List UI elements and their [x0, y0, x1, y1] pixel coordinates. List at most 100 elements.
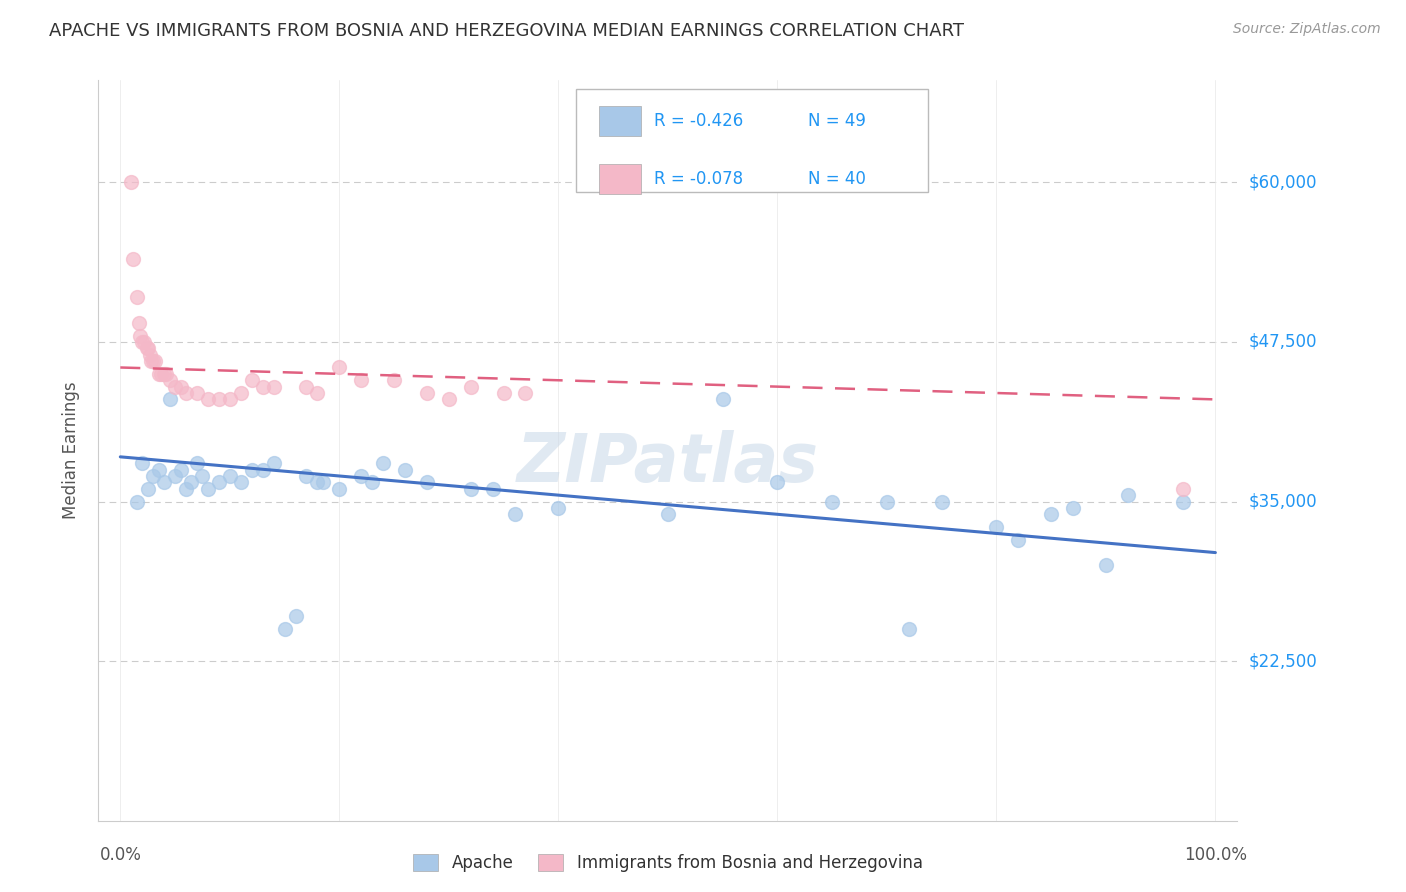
Point: [169, 462, 191, 476]
Point: [416, 386, 439, 401]
Legend: Apache, Immigrants from Bosnia and Herzegovina: Apache, Immigrants from Bosnia and Herze…: [406, 847, 929, 879]
Point: [240, 373, 263, 387]
Point: [931, 494, 953, 508]
Text: $60,000: $60,000: [1249, 173, 1317, 192]
Point: [350, 373, 373, 387]
Point: [136, 342, 159, 356]
Point: [1171, 482, 1194, 496]
Text: N = 49: N = 49: [808, 112, 866, 129]
Point: [460, 379, 482, 393]
Text: 100.0%: 100.0%: [1184, 847, 1247, 864]
Point: [373, 456, 395, 470]
Text: 0.0%: 0.0%: [100, 847, 141, 864]
Point: [295, 469, 318, 483]
Point: [394, 462, 416, 476]
Point: [125, 494, 148, 508]
Text: APACHE VS IMMIGRANTS FROM BOSNIA AND HERZEGOVINA MEDIAN EARNINGS CORRELATION CHA: APACHE VS IMMIGRANTS FROM BOSNIA AND HER…: [49, 22, 965, 40]
Point: [191, 469, 214, 483]
Point: [139, 348, 162, 362]
Point: [165, 469, 187, 483]
Point: [134, 334, 156, 349]
Point: [197, 482, 219, 496]
Point: [416, 475, 439, 490]
Point: [153, 367, 176, 381]
Point: [120, 175, 142, 189]
Point: [328, 482, 350, 496]
Point: [131, 334, 153, 349]
Point: [1062, 500, 1084, 515]
Text: ZIPatlas: ZIPatlas: [517, 430, 818, 496]
Point: [350, 469, 373, 483]
Point: [174, 386, 197, 401]
Point: [153, 475, 176, 490]
Point: [208, 475, 231, 490]
Point: [503, 508, 526, 522]
Point: [218, 469, 240, 483]
Point: [328, 360, 350, 375]
Point: [312, 475, 335, 490]
Point: [125, 290, 148, 304]
Point: [361, 475, 384, 490]
Y-axis label: Median Earnings: Median Earnings: [62, 382, 80, 519]
Point: [1116, 488, 1139, 502]
Point: [165, 379, 187, 393]
Point: [897, 622, 920, 636]
Point: [139, 354, 162, 368]
Point: [1007, 533, 1029, 547]
Point: [159, 373, 181, 387]
Point: [229, 475, 252, 490]
Point: [284, 609, 307, 624]
Point: [142, 354, 165, 368]
Point: [159, 392, 181, 407]
Point: [252, 379, 274, 393]
Point: [986, 520, 1008, 534]
Point: [128, 316, 150, 330]
Point: [766, 475, 789, 490]
Point: [547, 500, 569, 515]
Point: [481, 482, 503, 496]
Point: [307, 475, 329, 490]
Point: [218, 392, 240, 407]
Point: [186, 456, 208, 470]
Point: [169, 379, 191, 393]
Point: [307, 386, 329, 401]
Point: [240, 462, 263, 476]
Point: [142, 469, 165, 483]
Point: [180, 475, 202, 490]
Point: [492, 386, 515, 401]
Point: [263, 456, 285, 470]
Text: Source: ZipAtlas.com: Source: ZipAtlas.com: [1233, 22, 1381, 37]
Point: [174, 482, 197, 496]
Text: $22,500: $22,500: [1249, 652, 1317, 670]
Point: [711, 392, 734, 407]
Text: R = -0.078: R = -0.078: [654, 170, 742, 188]
Point: [263, 379, 285, 393]
Point: [155, 367, 177, 381]
Point: [148, 462, 170, 476]
Point: [129, 328, 152, 343]
Point: [136, 482, 159, 496]
Text: R = -0.426: R = -0.426: [654, 112, 742, 129]
Point: [131, 456, 153, 470]
Point: [382, 373, 405, 387]
Point: [1171, 494, 1194, 508]
Point: [197, 392, 219, 407]
Point: [1040, 508, 1063, 522]
Point: [273, 622, 295, 636]
Point: [657, 508, 679, 522]
Point: [135, 342, 157, 356]
Point: [252, 462, 274, 476]
Point: [229, 386, 252, 401]
Point: [149, 367, 172, 381]
Point: [515, 386, 537, 401]
Text: $35,000: $35,000: [1249, 492, 1317, 510]
Point: [208, 392, 231, 407]
Text: N = 40: N = 40: [808, 170, 866, 188]
Point: [186, 386, 208, 401]
Point: [148, 367, 170, 381]
Point: [821, 494, 844, 508]
Point: [437, 392, 460, 407]
Point: [460, 482, 482, 496]
Point: [876, 494, 898, 508]
Point: [122, 252, 145, 266]
